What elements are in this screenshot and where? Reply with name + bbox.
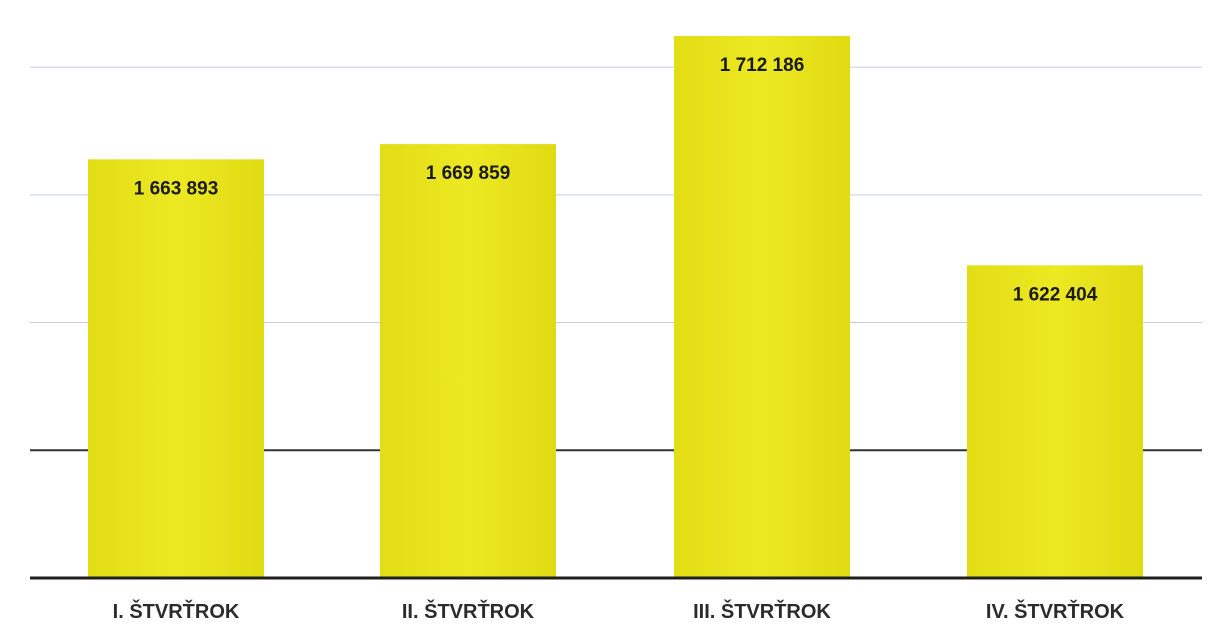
bar-value-label: 1 622 404 (1013, 284, 1098, 305)
x-tick-label: III. ŠTVRŤROK (693, 599, 831, 623)
bar-value-label: 1 712 186 (720, 55, 805, 76)
x-tick-label: IV. ŠTVRŤROK (986, 599, 1125, 623)
bars (88, 35, 1143, 578)
bar-3 (674, 35, 850, 578)
bar-value-labels: 1 663 893 1 669 859 1 712 186 1 622 404 (134, 55, 1098, 305)
x-tick-label: I. ŠTVRŤROK (113, 599, 240, 623)
x-tick-labels: I. ŠTVRŤROK II. ŠTVRŤROK III. ŠTVRŤROK IV. … (113, 599, 1125, 623)
bar-4 (967, 265, 1143, 578)
bar-2 (380, 144, 556, 578)
bar-value-label: 1 663 893 (134, 178, 219, 199)
x-tick-label: II. ŠTVRŤROK (402, 599, 535, 623)
bar-1 (88, 159, 264, 578)
bar-value-label: 1 669 859 (426, 163, 511, 184)
